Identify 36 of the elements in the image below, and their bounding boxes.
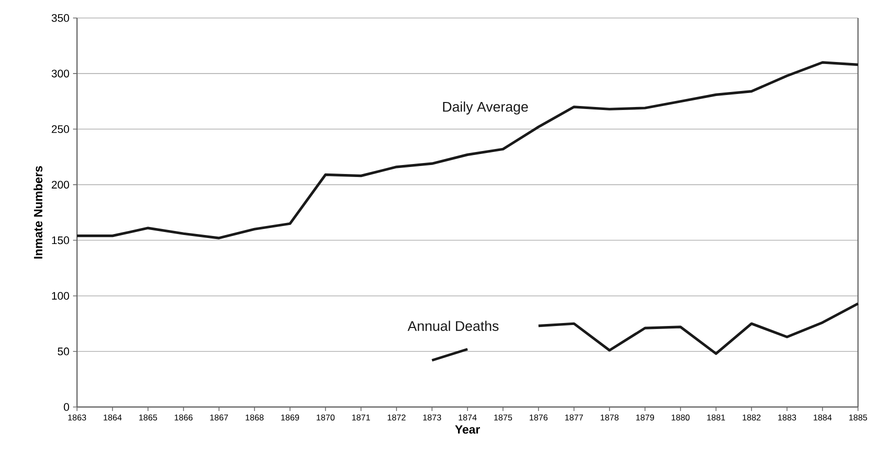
x-tick-label: 1880 [672,414,690,420]
series-label: Daily Average [443,102,528,115]
x-tick-label: 1872 [388,414,406,420]
line-series [76,61,860,240]
x-tick-label: 1870 [316,414,335,420]
x-tick-label: 1883 [778,414,796,420]
x-axis-title: Year [455,425,480,434]
y-tick-label: 100 [52,292,70,300]
x-tick-label: 1882 [742,414,760,420]
x-tick-label: 1879 [636,414,654,420]
x-tick-label: 1878 [600,414,619,420]
y-tick-label: 0 [64,403,70,411]
x-tick-label: 1876 [530,414,548,420]
x-tick-label: 1871 [352,414,370,420]
series-label: Annual Deaths [408,320,499,331]
y-tick-label: 250 [52,125,70,134]
x-tick-label: 1875 [494,414,512,420]
x-tick-label: 1867 [210,414,228,420]
x-tick-label: 1863 [68,414,86,420]
x-tick-label: 1874 [458,414,477,420]
x-tick-label: 1864 [104,414,122,420]
x-tick-label: 1868 [246,414,264,420]
x-tick-label: 1885 [849,414,868,420]
x-tick-label: 1865 [139,414,158,420]
y-axis-title: Inmate Numbers [34,166,42,259]
x-tick-label: 1877 [565,414,583,420]
x-tick-label: 1884 [814,414,832,420]
x-tick-label: 1873 [423,414,442,420]
x-tick-label: 1869 [281,414,300,420]
y-tick-label: 300 [52,70,70,78]
x-tick-label: 1866 [174,414,193,420]
y-tick-label: 350 [52,14,70,22]
y-tick-label: 200 [52,180,70,189]
x-tick-label: 1881 [707,414,726,420]
y-tick-label: 150 [52,236,70,244]
y-tick-label: 50 [58,348,70,356]
